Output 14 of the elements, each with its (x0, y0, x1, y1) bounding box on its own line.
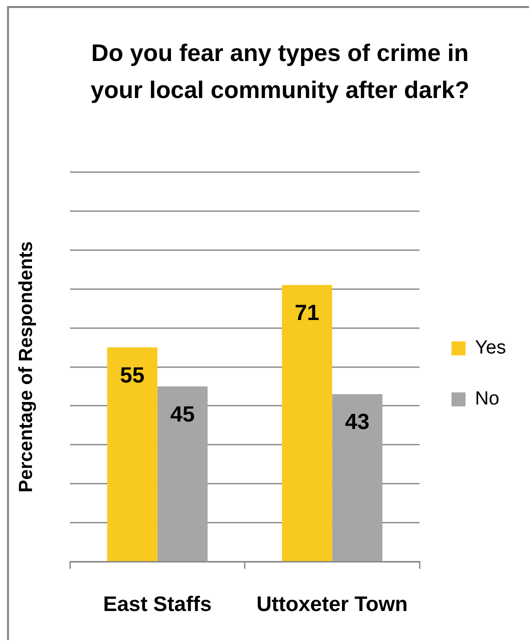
y-axis-title: Percentage of Respondents (16, 241, 38, 493)
bar (107, 347, 158, 562)
bar (332, 394, 382, 562)
chart-title: Do you fear any types of crime in your local community after dark? (90, 39, 470, 106)
legend-label: No (475, 388, 500, 410)
x-tick-label: Uttoxeter Town (256, 593, 408, 616)
data-label: 71 (294, 300, 320, 326)
x-tick-label: East Staffs (103, 593, 212, 616)
data-label: 55 (120, 362, 144, 388)
legend-label: Yes (475, 338, 506, 359)
bar (282, 285, 332, 562)
bar (157, 386, 208, 562)
data-label: 45 (170, 401, 195, 426)
data-label: 43 (345, 409, 370, 434)
